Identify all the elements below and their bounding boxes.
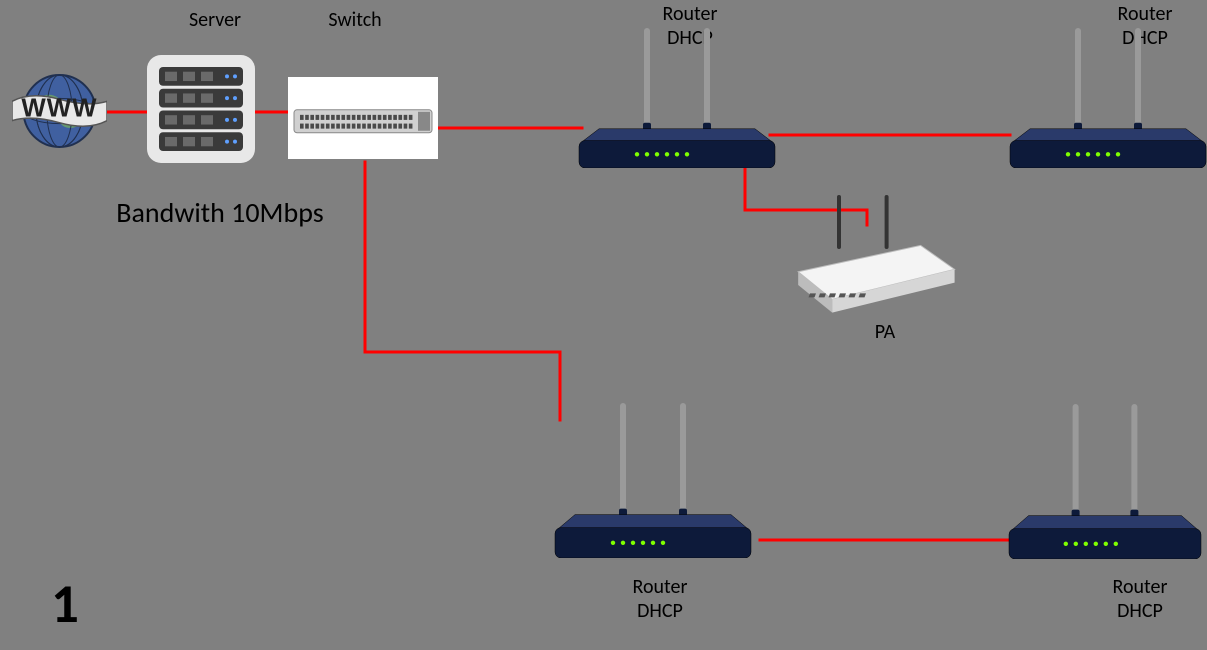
r2-router-icon xyxy=(1008,28,1207,168)
r1-router-icon xyxy=(577,28,777,168)
www-www-icon: WWW xyxy=(12,73,107,149)
label-bandwidth: Bandwith 10Mbps xyxy=(50,195,390,230)
svg-text:WWW: WWW xyxy=(21,94,97,122)
ap-ap-icon xyxy=(788,195,958,315)
switch-switch-icon xyxy=(288,77,438,159)
label-pa: PA xyxy=(855,320,915,344)
r3-router-icon xyxy=(553,403,753,558)
r4-router-icon xyxy=(1007,404,1203,559)
label-switch: Switch xyxy=(315,8,395,32)
label-server: Server xyxy=(175,8,255,32)
label-routerBL: Router DHCP xyxy=(600,575,720,623)
server-server-icon xyxy=(147,55,255,163)
label-one: 1 xyxy=(35,570,95,637)
label-routerBR: Router DHCP xyxy=(1080,575,1200,623)
